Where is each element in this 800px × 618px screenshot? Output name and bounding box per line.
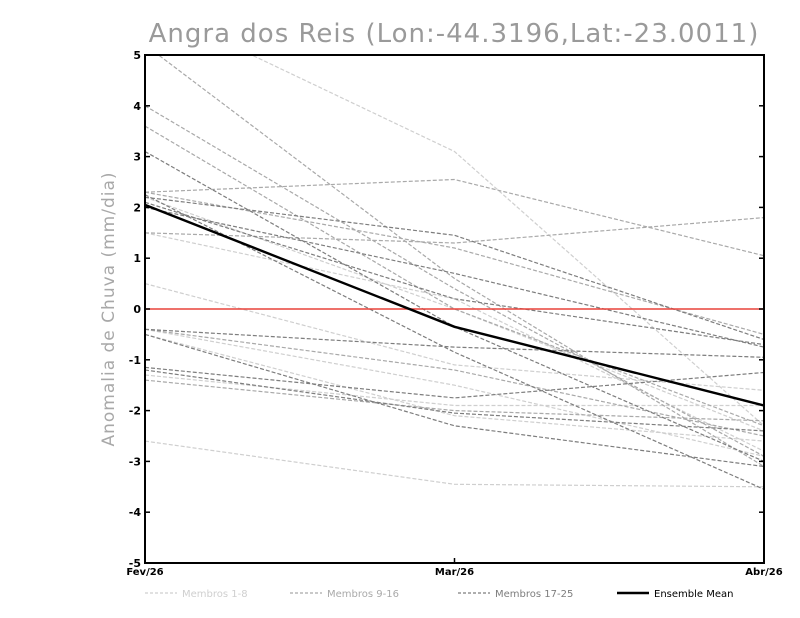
legend-label-4: Ensemble Mean xyxy=(654,589,733,600)
y-tick-label: -2 xyxy=(129,405,141,418)
member-line-25 xyxy=(145,201,764,346)
member-line-17 xyxy=(145,196,764,341)
member-line-11 xyxy=(145,105,764,457)
x-tick-label: Mar/26 xyxy=(435,567,474,578)
legend: Membros 1-8 Membros 9-16 Membros 17-25 Ense… xyxy=(145,589,733,600)
y-tick-label: 4 xyxy=(133,100,141,113)
y-axis-label: Anomalia de Chuva (mm/dia) xyxy=(99,171,119,446)
member-line-3 xyxy=(250,55,764,427)
x-tick-label: Abr/26 xyxy=(745,567,782,578)
member-line-5 xyxy=(145,374,764,407)
y-tick-label: -5 xyxy=(129,557,141,570)
ensemble-mean-line xyxy=(144,203,765,407)
member-line-19 xyxy=(145,366,764,399)
x-tick-label: Fev/26 xyxy=(126,567,163,578)
member-line-13 xyxy=(145,328,764,437)
member-line-9 xyxy=(145,178,764,257)
member-line-22 xyxy=(145,333,764,468)
series-layer xyxy=(145,55,764,490)
member-line-4 xyxy=(145,333,764,442)
member-line-18 xyxy=(145,328,764,358)
member-line-23 xyxy=(145,194,764,490)
y-tick-label: 2 xyxy=(133,201,141,214)
member-line-12 xyxy=(157,55,764,468)
ticks-layer: -5 -4 -3 -2 -1 0 1 2 3 4 5 Fev/26 Mar/26 Abr/26 xyxy=(126,49,782,578)
y-tick-label: -3 xyxy=(129,455,141,468)
mean-layer xyxy=(144,203,765,407)
member-line-2 xyxy=(145,283,764,391)
y-tick-label: 1 xyxy=(133,252,141,265)
y-tick-label: 0 xyxy=(133,303,141,316)
y-tick-label: 3 xyxy=(133,151,141,164)
legend-label-2: Membros 9-16 xyxy=(327,589,399,600)
y-tick-label: 5 xyxy=(133,49,141,62)
y-tick-label: -4 xyxy=(129,506,142,519)
member-line-10 xyxy=(145,217,764,244)
member-line-6 xyxy=(145,196,764,432)
member-line-20 xyxy=(145,206,764,348)
member-line-7 xyxy=(145,328,764,457)
legend-label-1: Membros 1-8 xyxy=(182,589,248,600)
chart-title: Angra dos Reis (Lon:-44.3196,Lat:-23.001… xyxy=(149,19,760,49)
member-line-1 xyxy=(145,440,764,488)
member-line-14 xyxy=(145,379,764,422)
member-line-21 xyxy=(145,150,764,462)
y-tick-label: -1 xyxy=(129,354,141,367)
legend-label-3: Membros 17-25 xyxy=(495,589,573,600)
member-line-16 xyxy=(145,191,764,335)
member-line-24 xyxy=(145,369,764,432)
